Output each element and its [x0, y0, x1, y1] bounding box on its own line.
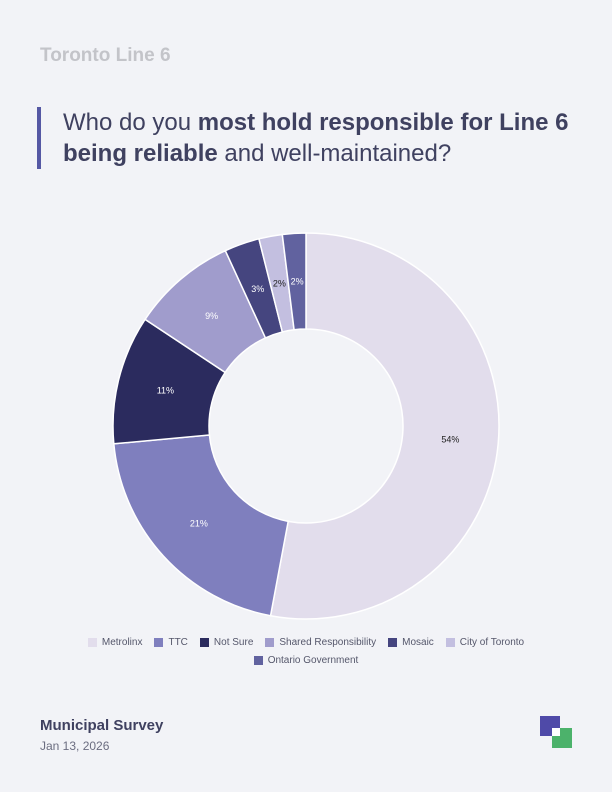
slice-ttc	[113, 434, 290, 617]
slice-label-shared-responsibility: 9%	[205, 311, 218, 321]
legend-label: TTC	[168, 637, 188, 648]
slice-label-city-of-toronto: 2%	[273, 278, 286, 288]
question-bold-2: being reliable	[63, 140, 218, 167]
legend-swatch	[253, 656, 263, 665]
question-text-2: and well-maintained?	[217, 140, 452, 167]
legend-item: Mosaic	[388, 637, 434, 648]
legend-swatch	[154, 638, 164, 647]
legend-swatch	[265, 638, 275, 647]
slice-label-ontario-government: 2%	[291, 276, 304, 286]
brand-title: Toronto Line 6	[40, 45, 171, 66]
legend-item: Metrolinx	[87, 637, 143, 648]
slice-label-ttc: 21%	[190, 519, 208, 529]
legend-label: City of Toronto	[459, 637, 525, 648]
legend-item: City of Toronto	[445, 637, 525, 648]
slice-label-mosaic: 3%	[251, 284, 264, 294]
legend-swatch	[388, 638, 398, 647]
chart-legend: Metrolinx TTC Not Sure Shared Responsibilit…	[80, 637, 532, 666]
legend-label: Shared Responsibility	[279, 637, 377, 648]
slice-ontario-government	[281, 232, 307, 331]
legend-item: Shared Responsibility	[265, 637, 376, 648]
legend-swatch	[199, 638, 209, 647]
legend-label: Ontario Government	[267, 655, 359, 666]
slice-label-not-sure: 11%	[157, 386, 174, 396]
brand-logo-icon	[540, 716, 572, 748]
legend-swatch	[87, 638, 97, 647]
legend-swatch	[445, 638, 455, 647]
slice-shared-responsibility	[144, 249, 267, 374]
survey-date: Jan 13, 2026	[40, 739, 110, 753]
slice-city-of-toronto	[258, 233, 295, 333]
legend-item: TTC	[154, 637, 188, 648]
question-text-1: Who do you	[63, 109, 198, 136]
survey-title: Municipal Survey	[40, 717, 164, 734]
slice-metrolinx	[269, 232, 500, 620]
slice-mosaic	[224, 237, 284, 339]
chart-question: Who do you most hold responsible for Lin…	[37, 107, 577, 169]
legend-item: Not Sure	[199, 637, 254, 648]
legend-label: Not Sure	[213, 637, 254, 648]
legend-item: Ontario Government	[253, 655, 359, 666]
legend-label: Mosaic	[402, 637, 434, 648]
slice-label-metrolinx: 54%	[441, 434, 459, 444]
legend-label: Metrolinx	[101, 637, 143, 648]
question-bold-1: most hold responsible for Line 6	[197, 109, 569, 136]
slice-not-sure	[112, 318, 227, 445]
